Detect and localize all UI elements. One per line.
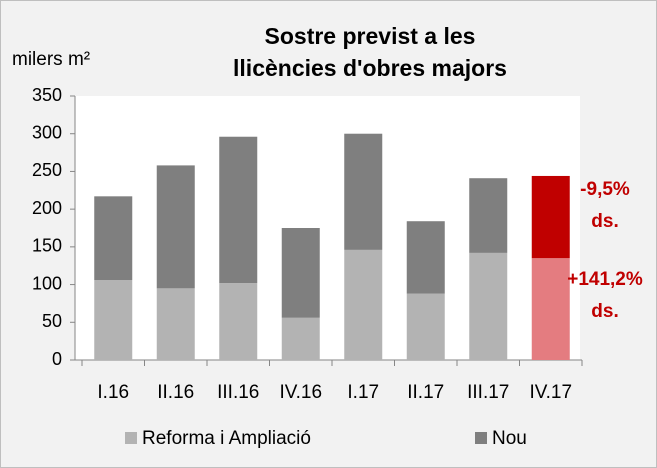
y-tick-label: 150 <box>32 236 62 256</box>
y-tick-label: 100 <box>32 273 62 293</box>
bar-segment <box>156 288 195 360</box>
legend-label: Reforma i Ampliació <box>142 428 311 449</box>
x-tick-label: II.16 <box>157 382 194 403</box>
bar-segment <box>344 133 383 250</box>
x-tick-label: III.17 <box>467 382 509 403</box>
x-tick-label: IV.17 <box>529 382 572 403</box>
y-tick-label: 50 <box>42 311 62 331</box>
annotation: ds. <box>591 211 618 232</box>
legend-swatch <box>125 432 137 444</box>
chart-title: Sostre previst a les <box>265 23 476 49</box>
chart-title: llicències d'obres majors <box>233 55 507 81</box>
bar-segment <box>344 249 383 360</box>
x-tick-label: II.17 <box>407 382 444 403</box>
x-tick-label: III.16 <box>217 382 259 403</box>
x-tick-label: I.17 <box>347 382 379 403</box>
y-tick-label: 200 <box>32 198 62 218</box>
bar-segment <box>219 136 258 284</box>
x-tick-label: I.16 <box>97 382 129 403</box>
y-axis-label: milers m² <box>12 49 90 70</box>
annotation: +141,2% <box>567 269 643 290</box>
annotation: ds. <box>591 301 618 322</box>
bar-segment <box>469 252 508 360</box>
bar-segment <box>281 317 320 360</box>
bar-segment <box>94 196 133 281</box>
bar-segment <box>406 221 445 294</box>
legend-label: Nou <box>492 428 527 449</box>
y-tick-label: 300 <box>32 122 62 142</box>
bar-segment <box>531 258 570 360</box>
bar-segment <box>406 293 445 360</box>
bar-segment <box>219 283 258 360</box>
y-tick-label: 250 <box>32 160 62 180</box>
bar-segment <box>94 280 133 360</box>
bar-segment <box>156 165 195 289</box>
annotation: -9,5% <box>580 179 630 200</box>
y-tick-label: 0 <box>52 349 62 369</box>
bar-segment <box>281 228 320 318</box>
legend-swatch <box>475 432 487 444</box>
bar-segment <box>469 178 508 253</box>
y-tick-label: 350 <box>32 85 62 105</box>
x-tick-label: IV.16 <box>279 382 322 403</box>
bar-segment <box>531 175 570 259</box>
